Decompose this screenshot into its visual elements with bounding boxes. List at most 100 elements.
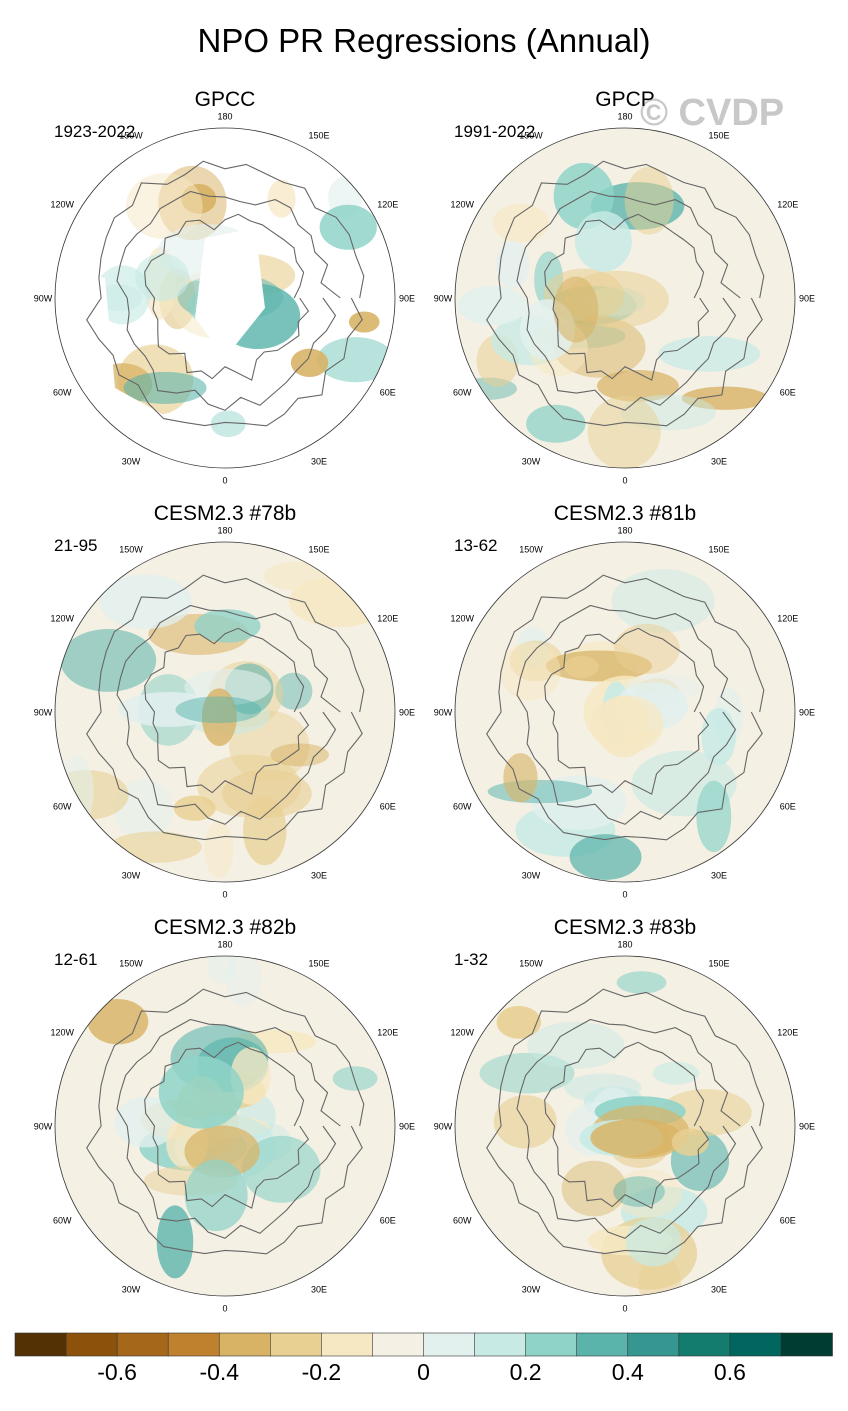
longitude-label: 60E	[380, 388, 396, 398]
colorbar-tick-label: 0.6	[714, 1359, 746, 1385]
longitude-label: 60E	[780, 388, 796, 398]
map-border	[454, 127, 796, 469]
anomaly-contour	[614, 623, 680, 675]
polar-map: 180 150E 120E 90E 60E 30E 0 30W 60W 90W 120W 150W	[434, 940, 815, 1314]
anomaly-contour	[526, 404, 586, 443]
anomaly-contour	[701, 707, 736, 766]
anomaly-contour	[671, 1128, 709, 1156]
anomaly-contour	[204, 820, 234, 879]
anomaly-contour	[123, 371, 207, 405]
anomaly-contour	[569, 834, 642, 880]
colorbar-tick-label: -0.2	[302, 1359, 342, 1385]
colorbar-swatch	[627, 1332, 680, 1357]
anomaly-contour	[317, 337, 394, 383]
anomaly-contour	[624, 166, 674, 235]
anomaly-contour	[194, 609, 261, 643]
longitude-label: 90W	[34, 1122, 53, 1132]
colorbar-swatch	[270, 1332, 323, 1357]
anomaly-contour	[652, 1061, 700, 1085]
anomaly-contour	[496, 1005, 542, 1039]
panel-title: CESM2.3 #82b	[153, 916, 297, 939]
longitude-label: 30W	[522, 1284, 541, 1294]
longitude-label: 30E	[311, 1284, 327, 1294]
longitude-label: 120E	[777, 1028, 798, 1038]
period-label: 13-62	[454, 536, 498, 555]
period-label: 1991-2022	[454, 122, 536, 141]
longitude-label: 0	[622, 1304, 627, 1314]
longitude-label: 60E	[380, 802, 396, 812]
anomaly-contour	[499, 642, 561, 701]
colorbar-swatch	[321, 1332, 374, 1357]
coastline	[86, 988, 365, 1255]
longitude-label: 30E	[311, 456, 327, 466]
longitude-label: 150W	[119, 545, 143, 555]
anomaly-contour	[290, 348, 329, 378]
coastline	[86, 574, 365, 841]
longitude-label: 90W	[34, 708, 53, 718]
longitude-label: 150E	[708, 131, 729, 141]
longitude-label: 150W	[119, 131, 143, 141]
anomaly-contour	[561, 1160, 627, 1217]
polar-map: 180 150E 120E 90E 60E 30E 0 30W 60W 90W 120W 150W	[34, 112, 415, 486]
longitude-label: 30W	[122, 456, 141, 466]
anomaly-contour	[114, 1096, 178, 1148]
anomaly-contour	[564, 655, 599, 679]
longitude-label: 60E	[380, 1216, 396, 1226]
colorbar-swatch	[65, 1332, 118, 1357]
longitude-label: 180	[617, 940, 632, 950]
coastline	[86, 160, 365, 427]
longitude-label: 90E	[399, 294, 415, 304]
longitude-label: 60W	[453, 1216, 472, 1226]
anomaly-contour	[184, 1159, 248, 1232]
longitude-label: 90W	[434, 1122, 453, 1132]
map-border	[54, 541, 396, 883]
map-border	[454, 541, 796, 883]
page-title: NPO PR Regressions (Annual)	[197, 22, 651, 59]
longitude-label: 30W	[522, 456, 541, 466]
period-label: 1-32	[454, 950, 489, 969]
anomaly-contour	[457, 285, 528, 326]
longitude-label: 150E	[308, 959, 329, 969]
longitude-label: 0	[222, 890, 227, 900]
longitude-label: 180	[217, 940, 232, 950]
longitude-label: 150E	[308, 545, 329, 555]
panel-title: GPCC	[194, 88, 256, 111]
map-border	[54, 127, 396, 469]
map-border	[454, 955, 796, 1297]
anomaly-contour	[173, 795, 216, 821]
longitude-label: 60E	[780, 802, 796, 812]
longitude-label: 90E	[799, 1122, 815, 1132]
period-label: 12-61	[54, 950, 98, 969]
anomaly-contour	[625, 1217, 682, 1267]
anomaly-contour	[206, 956, 237, 984]
longitude-label: 120E	[777, 614, 798, 624]
longitude-label: 120E	[377, 1028, 398, 1038]
colorbar-tick-label: 0	[417, 1359, 430, 1385]
anomaly-contour	[332, 1066, 378, 1091]
longitude-label: 120W	[50, 1028, 74, 1038]
colorbar-tick-label: 0.4	[612, 1359, 644, 1385]
anomaly-contour	[175, 696, 262, 724]
polar-map: 180 150E 120E 90E 60E 30E 0 30W 60W 90W 120W 150W	[434, 112, 815, 486]
anomaly-contour	[596, 696, 651, 758]
longitude-label: 60W	[453, 802, 472, 812]
anomaly-contour	[158, 1056, 244, 1129]
anomaly-contour	[527, 1021, 625, 1069]
anomaly-contour	[613, 1168, 682, 1218]
anomaly-contour	[611, 569, 715, 633]
anomaly-contour	[267, 179, 296, 218]
longitude-label: 30W	[122, 870, 141, 880]
polar-map: 180 150E 120E 90E 60E 30E 0 30W 60W 90W 120W 150W	[434, 526, 815, 900]
anomaly-contour	[60, 628, 157, 692]
colorbar-swatch	[372, 1332, 425, 1357]
coastline	[486, 574, 765, 841]
colorbar-swatch	[167, 1332, 221, 1357]
longitude-label: 90E	[799, 708, 815, 718]
longitude-label: 150E	[708, 545, 729, 555]
anomaly-contour	[487, 779, 593, 804]
anomaly-contour	[156, 1205, 194, 1279]
longitude-label: 60W	[453, 388, 472, 398]
longitude-label: 120W	[450, 614, 474, 624]
longitude-label: 150W	[519, 545, 543, 555]
longitude-label: 150W	[519, 959, 543, 969]
